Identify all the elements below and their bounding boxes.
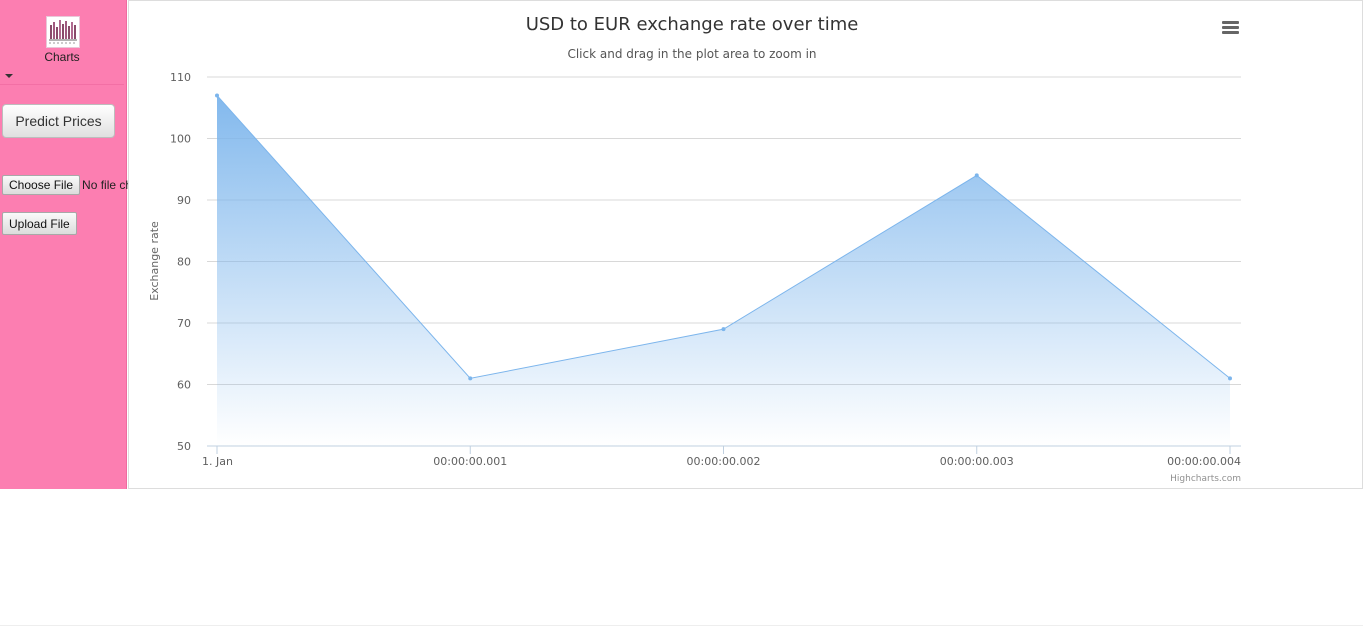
hamburger-menu-icon[interactable] bbox=[1219, 15, 1243, 37]
data-point[interactable] bbox=[974, 173, 979, 178]
data-point[interactable] bbox=[1228, 376, 1232, 381]
highcharts-credits-link[interactable]: Highcharts.com bbox=[1170, 474, 1241, 484]
y-tick-label: 70 bbox=[177, 317, 191, 330]
charts-label: Charts bbox=[44, 50, 80, 64]
caret-down-icon[interactable] bbox=[5, 74, 13, 78]
y-tick-label: 60 bbox=[177, 379, 191, 392]
x-tick-label: 1. Jan bbox=[202, 455, 233, 468]
x-tick-label: 00:00:00.002 bbox=[687, 455, 761, 468]
y-tick-label: 80 bbox=[177, 256, 191, 269]
data-point[interactable] bbox=[721, 327, 726, 332]
y-tick-label: 100 bbox=[170, 133, 191, 146]
x-tick-label: 00:00:00.001 bbox=[433, 455, 507, 468]
predict-prices-button[interactable]: Predict Prices bbox=[2, 104, 115, 138]
chart-svg[interactable]: USD to EUR exchange rate over time Click… bbox=[129, 1, 1362, 488]
series-area-fill bbox=[217, 95, 1230, 446]
y-tick-label: 90 bbox=[177, 194, 191, 207]
x-tick-label: 00:00:00.003 bbox=[940, 455, 1014, 468]
charts-nav-item[interactable]: Charts bbox=[0, 0, 124, 85]
page-bottom-divider bbox=[0, 625, 1363, 626]
chart-container: USD to EUR exchange rate over time Click… bbox=[128, 0, 1363, 489]
x-tick-label: 00:00:00.004 bbox=[1167, 455, 1241, 468]
bar-chart-icon bbox=[46, 16, 80, 48]
data-point[interactable] bbox=[215, 93, 219, 98]
y-axis-title: Exchange rate bbox=[148, 221, 161, 301]
upload-file-button[interactable]: Upload File bbox=[2, 212, 77, 235]
y-tick-label: 50 bbox=[177, 440, 191, 453]
data-point[interactable] bbox=[468, 376, 473, 381]
chart-subtitle: Click and drag in the plot area to zoom … bbox=[567, 47, 816, 61]
chart-title: USD to EUR exchange rate over time bbox=[526, 14, 859, 35]
sidebar: Charts Predict Prices Choose File No file… bbox=[0, 0, 158, 489]
y-tick-label: 110 bbox=[170, 71, 191, 84]
choose-file-button[interactable]: Choose File bbox=[2, 175, 81, 195]
